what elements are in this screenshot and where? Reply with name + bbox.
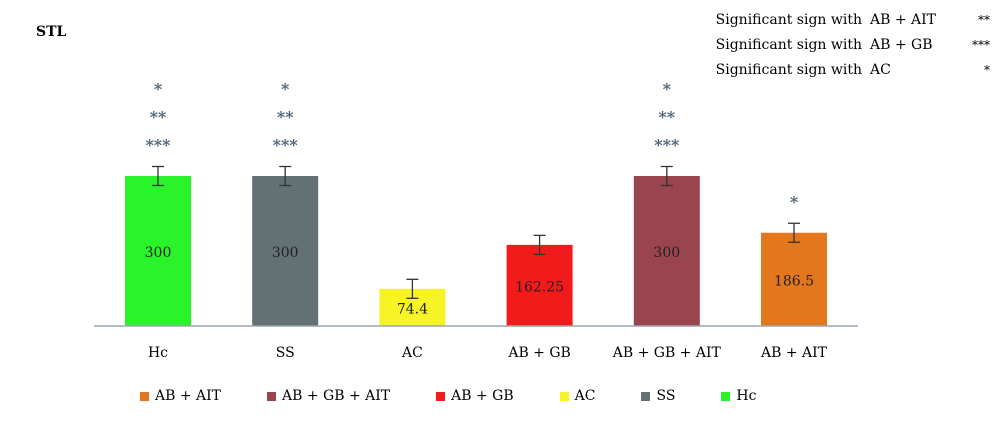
- category-label: SS: [276, 345, 295, 361]
- category-label: AC: [401, 345, 423, 361]
- legend-label: AB + GB + AIT: [282, 388, 391, 404]
- significance-mark: *: [281, 80, 290, 99]
- significance-note-text: Significant sign with: [715, 62, 862, 78]
- category-label: Hc: [148, 345, 168, 361]
- panel-title: STL: [36, 24, 67, 40]
- legend-swatch: [436, 391, 446, 401]
- bar: [125, 176, 191, 326]
- bar-value-label: 186.5: [774, 273, 814, 289]
- significance-mark: *: [790, 192, 799, 211]
- legend-label: SS: [656, 388, 676, 404]
- significance-note-mark: ***: [972, 38, 990, 52]
- significance-mark: *: [663, 80, 672, 99]
- legend: AB + AIT AB + GB + AIT AB + GB AC SS Hc: [140, 388, 802, 404]
- error-bar: [533, 234, 546, 256]
- significance-note-group: AB + AIT: [870, 12, 937, 28]
- category-label: AB + GB: [507, 345, 571, 361]
- significance-note: Significant sign with AC *: [716, 62, 990, 78]
- error-bar: [788, 222, 800, 243]
- significance-note-mark: *: [984, 63, 990, 77]
- legend-swatch: [267, 391, 277, 401]
- significance-mark: **: [150, 108, 167, 127]
- error-bar: [660, 165, 673, 187]
- legend-swatch: [721, 391, 731, 401]
- legend-label: AB + GB: [451, 388, 514, 404]
- legend-swatch: [641, 391, 651, 401]
- error-bar: [152, 165, 164, 187]
- legend-swatch: [140, 391, 149, 401]
- legend-item: AC: [559, 388, 596, 404]
- legend-label: Hc: [736, 388, 757, 404]
- significance-note-mark: **: [978, 13, 990, 27]
- bar-value-label: 300: [653, 245, 680, 261]
- legend-label: AB + AIT: [155, 388, 222, 404]
- legend-label: AC: [574, 388, 596, 404]
- bar-value-label: 300: [272, 245, 299, 261]
- significance-mark: **: [658, 108, 675, 127]
- significance-note: Significant sign with AB + GB ***: [716, 37, 990, 53]
- legend-item: Hc: [721, 388, 756, 404]
- error-bar: [406, 278, 419, 299]
- significance-mark: ***: [654, 136, 680, 155]
- significance-mark: ***: [273, 136, 299, 155]
- bar: [506, 244, 573, 326]
- significance-mark: *: [154, 80, 163, 99]
- legend-item: AB + GB: [436, 388, 514, 404]
- legend-item: AB + AIT: [140, 388, 221, 404]
- significance-mark: **: [277, 108, 294, 127]
- category-label: AB + GB + AIT: [612, 345, 722, 361]
- significance-note-group: AC: [870, 62, 891, 78]
- bar-value-label: 300: [145, 245, 172, 261]
- legend-swatch: [559, 391, 569, 401]
- bars-layer: [125, 176, 827, 326]
- significance-note-text: Significant sign with: [715, 37, 862, 53]
- significance-note: Significant sign with AB + AIT **: [716, 12, 990, 28]
- significance-note-group: AB + GB: [870, 37, 933, 53]
- legend-item: AB + GB + AIT: [267, 388, 390, 404]
- category-label: AB + AIT: [760, 345, 828, 361]
- bar-value-label: 162.25: [515, 279, 564, 295]
- error-bar: [279, 165, 292, 187]
- bar: [252, 176, 319, 326]
- bar-value-label: 74.4: [397, 301, 428, 317]
- significance-mark: ***: [145, 136, 171, 155]
- significance-note-text: Significant sign with: [715, 12, 862, 28]
- legend-item: SS: [641, 388, 675, 404]
- bar: [633, 176, 700, 326]
- bar: [761, 232, 827, 326]
